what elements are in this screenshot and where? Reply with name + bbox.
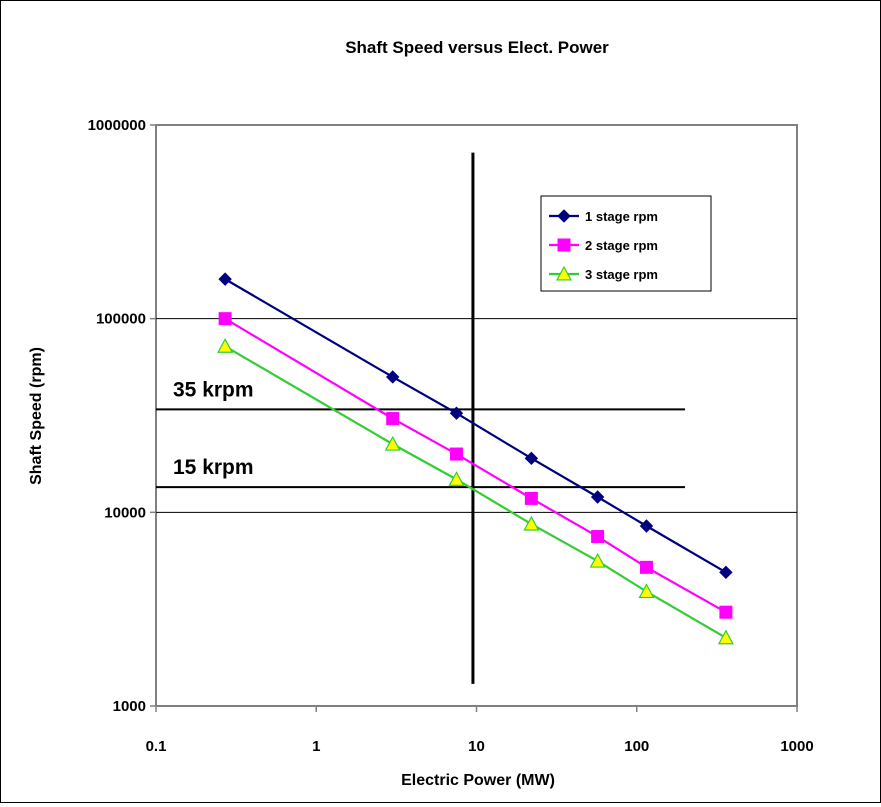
data-point bbox=[638, 583, 655, 599]
data-point bbox=[591, 530, 605, 544]
legend: 1 stage rpm 2 stage rpm 3 stage rpm bbox=[540, 195, 712, 292]
data-point bbox=[639, 519, 654, 533]
gridlines bbox=[156, 318, 797, 513]
y-axis-title: Shaft Speed (rpm) bbox=[28, 347, 45, 485]
reference-lines: 35 krpm 15 krpm bbox=[156, 152, 685, 684]
data-point bbox=[590, 490, 605, 504]
chart-title: Shaft Speed versus Elect. Power bbox=[345, 38, 609, 57]
series-layer bbox=[217, 272, 734, 645]
x-tick-label: 10 bbox=[468, 738, 485, 755]
x-tick-label: 1 bbox=[312, 738, 320, 755]
legend-label: 3 stage rpm bbox=[585, 267, 658, 282]
data-point bbox=[386, 412, 400, 426]
y-tick-label: 100000 bbox=[96, 311, 146, 328]
legend-entry: 1 stage rpm bbox=[549, 209, 658, 224]
data-point bbox=[589, 552, 606, 568]
data-point bbox=[524, 451, 539, 466]
x-tick-label: 0.1 bbox=[146, 738, 167, 755]
series-2 bbox=[218, 312, 733, 619]
data-point bbox=[218, 272, 232, 286]
data-point bbox=[384, 435, 401, 451]
data-point bbox=[218, 312, 232, 326]
legend-marker bbox=[555, 265, 573, 281]
series-1 bbox=[218, 272, 733, 580]
legend-label: 2 stage rpm bbox=[585, 238, 658, 253]
data-point bbox=[639, 560, 653, 574]
series-3 bbox=[217, 338, 734, 645]
data-point bbox=[524, 491, 538, 505]
data-point bbox=[449, 406, 464, 420]
x-tick-label: 1000 bbox=[780, 738, 813, 755]
legend-marker bbox=[557, 238, 571, 252]
legend-label: 1 stage rpm bbox=[585, 209, 658, 224]
x-axis-title: Electric Power (MW) bbox=[401, 772, 555, 789]
reference-line-label: 15 krpm bbox=[173, 456, 254, 479]
x-tick-label: 100 bbox=[624, 738, 649, 755]
data-point bbox=[449, 447, 463, 461]
data-point bbox=[448, 471, 465, 486]
x-axis-ticks: 0.1 1 10 100 1000 bbox=[146, 706, 814, 755]
data-point bbox=[717, 629, 734, 645]
data-point bbox=[386, 370, 400, 384]
data-point bbox=[523, 515, 540, 531]
reference-line-label: 35 krpm bbox=[173, 378, 254, 401]
data-point bbox=[719, 605, 733, 619]
y-axis-ticks: 1000 10000 100000 1000000 bbox=[88, 117, 156, 715]
data-point bbox=[719, 565, 733, 580]
y-tick-label: 1000 bbox=[113, 698, 146, 715]
y-tick-label: 1000000 bbox=[88, 117, 146, 134]
data-point bbox=[217, 338, 234, 353]
y-tick-label: 10000 bbox=[104, 504, 146, 521]
legend-entry: 2 stage rpm bbox=[549, 238, 658, 253]
legend-entry: 3 stage rpm bbox=[549, 265, 658, 282]
legend-marker bbox=[557, 209, 571, 223]
